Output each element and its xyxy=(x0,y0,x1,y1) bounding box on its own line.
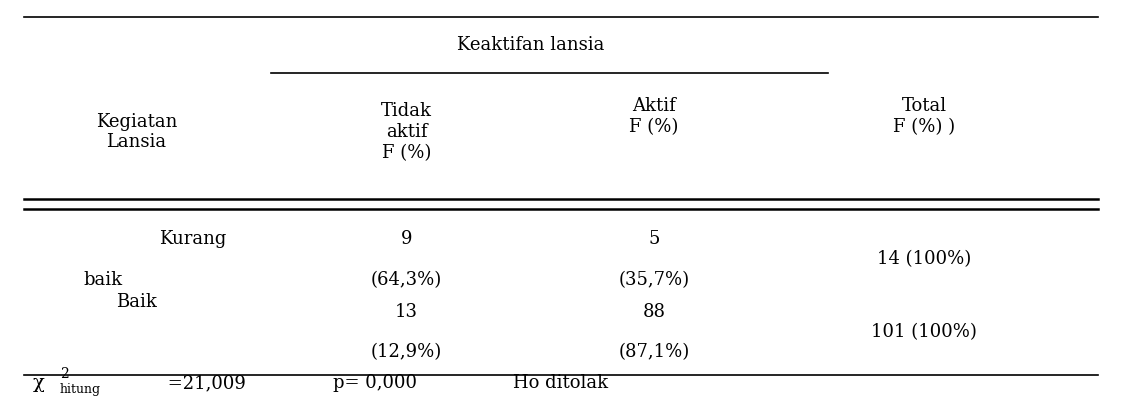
Text: Kurang: Kurang xyxy=(159,230,227,248)
Text: 13: 13 xyxy=(395,303,418,321)
Text: Ho ditolak: Ho ditolak xyxy=(513,374,608,392)
Text: Tidak
aktif
F (%): Tidak aktif F (%) xyxy=(381,102,432,162)
Text: Keaktifan lansia: Keaktifan lansia xyxy=(457,36,603,54)
Text: =21,009: =21,009 xyxy=(162,374,246,392)
Text: χ: χ xyxy=(33,374,45,392)
Text: 9: 9 xyxy=(400,230,412,248)
Text: 5: 5 xyxy=(649,230,660,248)
Text: 101 (100%): 101 (100%) xyxy=(871,323,977,341)
Text: Kegiatan
Lansia: Kegiatan Lansia xyxy=(96,113,177,152)
Text: 88: 88 xyxy=(643,303,666,321)
Text: (12,9%): (12,9%) xyxy=(371,343,442,361)
Text: baik: baik xyxy=(83,271,122,290)
Text: Total
F (%) ): Total F (%) ) xyxy=(893,97,955,136)
Text: p= 0,000: p= 0,000 xyxy=(334,374,417,392)
Text: 2: 2 xyxy=(60,367,69,381)
Text: (35,7%): (35,7%) xyxy=(618,271,689,290)
Text: Baik: Baik xyxy=(116,293,157,311)
Text: hitung: hitung xyxy=(60,383,102,396)
Text: (64,3%): (64,3%) xyxy=(371,271,442,290)
Text: 14 (100%): 14 (100%) xyxy=(876,250,971,268)
Text: Aktif
F (%): Aktif F (%) xyxy=(629,97,679,136)
Text: (87,1%): (87,1%) xyxy=(618,343,689,361)
